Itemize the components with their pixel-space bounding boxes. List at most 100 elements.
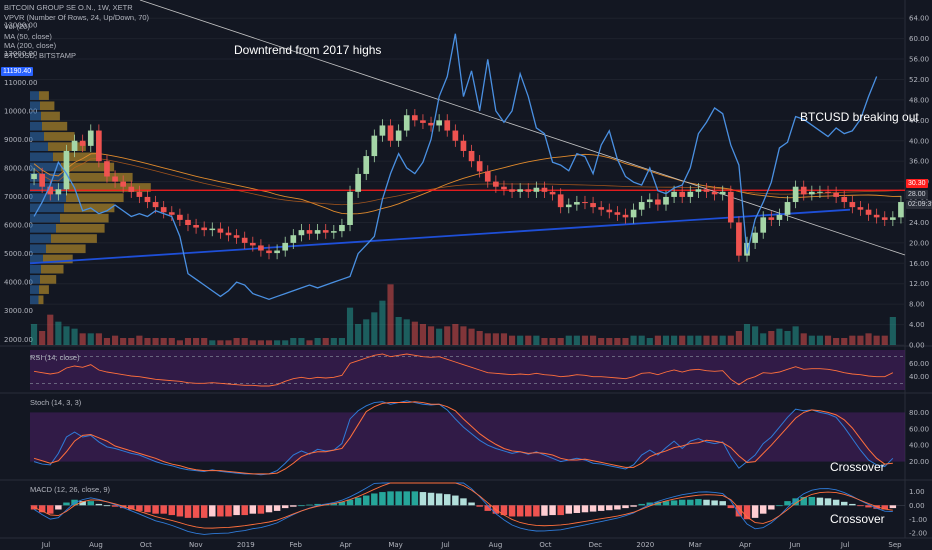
vpvr-down-bar: [51, 234, 97, 243]
macd-histogram-bar: [557, 505, 564, 516]
vpvr-down-bar: [56, 223, 105, 233]
macd-histogram-bar: [419, 492, 427, 506]
candle-body: [201, 227, 208, 231]
macd-histogram-bar: [55, 505, 62, 510]
macd-histogram-bar: [565, 505, 573, 514]
macd-axis-tick: -2.00: [909, 530, 927, 538]
time-axis-label: May: [388, 541, 402, 549]
vpvr-up-bar: [30, 142, 48, 151]
volume-bar: [581, 335, 589, 345]
left-axis-tick: 2000.00: [4, 336, 33, 344]
macd-histogram-bar: [403, 491, 410, 506]
macd-histogram-bar: [614, 505, 621, 510]
time-axis-label: Apr: [739, 541, 751, 549]
volume-bar: [646, 338, 653, 345]
time-axis-label: Jun: [789, 541, 801, 549]
candle-body: [241, 237, 248, 243]
volume-bar: [662, 335, 670, 345]
macd-histogram-bar: [500, 505, 508, 516]
candle-body: [249, 242, 256, 246]
candle-body: [144, 196, 151, 203]
candle-body: [825, 191, 831, 193]
candle-body: [47, 186, 54, 195]
macd-histogram-bar: [119, 505, 127, 509]
macd-histogram-bar: [508, 505, 516, 517]
vpvr-down-bar: [60, 213, 109, 223]
candle-body: [282, 242, 289, 251]
macd-histogram-bar: [849, 503, 856, 506]
candle-body: [330, 231, 337, 233]
macd-histogram-bar: [79, 501, 86, 506]
vpvr-down-bar: [43, 254, 73, 264]
volume-bar: [873, 335, 880, 345]
macd-histogram-bar: [184, 505, 192, 518]
legend-ma200: MA (200, close): [4, 41, 57, 51]
vpvr-up-bar: [30, 244, 46, 254]
right-axis-tick: 24.00: [909, 219, 929, 227]
candle-body: [152, 202, 159, 208]
candle-body: [339, 225, 345, 232]
macd-histogram-bar: [484, 505, 491, 511]
macd-histogram-bar: [427, 492, 435, 506]
volume-bar: [752, 326, 759, 345]
candle-body: [193, 225, 199, 228]
volume-bar: [128, 338, 135, 345]
vpvr-down-bar: [40, 275, 57, 284]
time-axis-label: Oct: [140, 541, 152, 549]
candle-body: [452, 130, 459, 141]
candle-body: [622, 214, 629, 218]
candle-body: [557, 194, 564, 208]
macd-histogram-bar: [541, 505, 548, 516]
candle-body: [112, 176, 118, 182]
volume-bar: [500, 333, 508, 345]
candle-body: [833, 192, 839, 197]
candle-body: [582, 202, 588, 204]
vpvr-down-bar: [39, 285, 49, 294]
volume-bar: [565, 335, 572, 345]
time-axis-label: Jul: [41, 541, 51, 549]
macd-histogram-bar: [476, 505, 483, 507]
candle-body: [55, 189, 62, 195]
volume-bar: [468, 328, 475, 345]
volume-bar: [176, 340, 183, 345]
volume-bar: [403, 319, 410, 345]
volume-bar: [614, 338, 621, 345]
volume-bar: [760, 333, 767, 345]
left-axis-tick: 4000.00: [4, 279, 33, 287]
right-axis-tick: 52.00: [909, 76, 929, 84]
time-axis-label: Jul: [440, 541, 450, 549]
right-axis-tick: 4.00: [909, 321, 925, 329]
stoch-axis-tick: 20.00: [909, 458, 929, 466]
macd-histogram-bar: [646, 502, 654, 506]
volume-bar: [703, 335, 710, 345]
candle-body: [160, 207, 167, 213]
vpvr-down-bar: [39, 91, 49, 100]
macd-histogram-bar: [103, 505, 111, 507]
candle-body: [493, 181, 499, 187]
volume-bar: [598, 338, 605, 345]
macd-histogram-bar: [452, 495, 459, 506]
macd-histogram-bar: [111, 505, 119, 507]
time-axis-label: Feb: [290, 541, 303, 549]
candle-body: [679, 191, 686, 197]
volume-bar: [168, 338, 175, 345]
macd-axis-tick: -1.00: [909, 516, 927, 524]
volume-bar: [136, 335, 143, 345]
right-axis-tick: 60.00: [909, 35, 929, 43]
volume-bar: [55, 321, 62, 345]
macd-histogram-bar: [735, 505, 743, 517]
macd-histogram-bar: [346, 499, 354, 506]
candle-body: [638, 202, 645, 210]
volume-bar: [889, 317, 896, 345]
candle-body: [719, 191, 726, 195]
candle-body: [525, 189, 532, 192]
vpvr-down-bar: [44, 132, 75, 141]
rsi-pane-label: RSI (14, close): [30, 353, 80, 362]
volume-bar: [444, 326, 451, 345]
candle-body: [225, 232, 232, 236]
macd-line: [33, 482, 893, 535]
right-axis-tick: 64.00: [909, 15, 929, 23]
volume-bar: [849, 335, 856, 345]
macd-histogram-bar: [589, 505, 597, 512]
left-axis-tick: 5000.00: [4, 250, 33, 258]
